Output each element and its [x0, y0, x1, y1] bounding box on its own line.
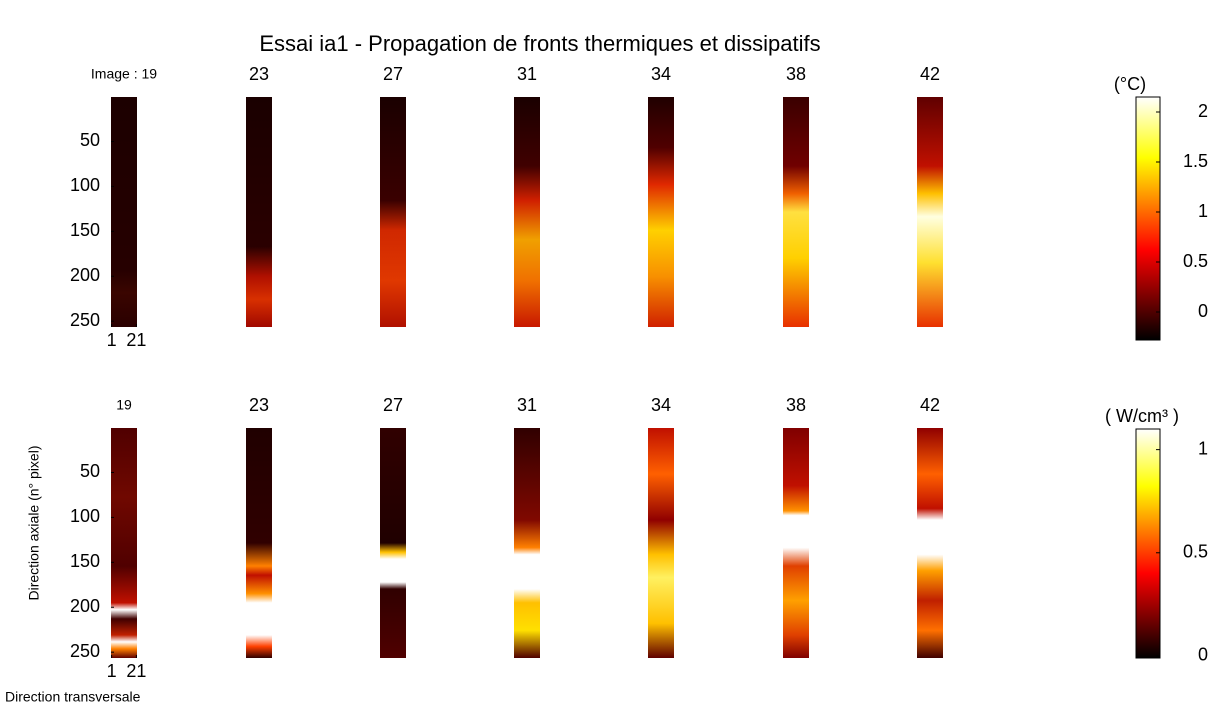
frame-label: 31: [517, 395, 537, 415]
y-tick-label: 200: [70, 596, 100, 616]
heatmap-strip: [514, 97, 540, 327]
x-tick-label: 21: [126, 661, 146, 681]
frame-label: 31: [517, 64, 537, 84]
y-tick-label: 100: [70, 506, 100, 526]
colorbar-tick-label: 1: [1198, 201, 1208, 221]
colorbar-tick-label: 1: [1198, 438, 1208, 458]
heatmap-strip: [246, 428, 272, 658]
heatmap-strip: [514, 428, 540, 658]
y-tick-label: 50: [80, 461, 100, 481]
colorbar-tick-label: 0: [1198, 301, 1208, 321]
y-tick-label: 200: [70, 265, 100, 285]
frame-label: 42: [920, 64, 940, 84]
frame-label: Image : 19: [91, 66, 157, 82]
colorbar: [1135, 96, 1161, 341]
frame-label: 38: [786, 64, 806, 84]
y-tick-label: 250: [70, 641, 100, 661]
frame-label: 34: [651, 64, 671, 84]
colorbar-label: (°C): [1114, 74, 1146, 94]
heatmap-strip: [648, 97, 674, 327]
frame-label: 27: [383, 64, 403, 84]
colorbar-tick-label: 2: [1198, 101, 1208, 121]
colorbar-tick-label: 0: [1198, 645, 1208, 665]
y-tick-label: 150: [70, 551, 100, 571]
colorbar: [1135, 428, 1161, 659]
colorbar-tick-label: 1.5: [1183, 151, 1208, 171]
frame-label: 38: [786, 395, 806, 415]
x-tick-label: 1: [107, 330, 117, 350]
y-axis-label: Direction axiale (n° pixel): [26, 446, 42, 601]
heatmap-strip: [380, 97, 406, 327]
figure-title: Essai ia1 - Propagation de fronts thermi…: [259, 31, 820, 56]
x-axis-label: Direction transversale: [5, 689, 141, 705]
heatmap-strip: [111, 97, 137, 327]
frame-label: 42: [920, 395, 940, 415]
frame-label: 27: [383, 395, 403, 415]
heatmap-strip: [246, 97, 272, 327]
y-tick-label: 50: [80, 130, 100, 150]
heatmap-strip: [783, 97, 809, 327]
heatmap-strip: [380, 428, 406, 658]
y-tick-label: 150: [70, 220, 100, 240]
frame-label: 34: [651, 395, 671, 415]
heatmap-strip: [917, 97, 943, 327]
x-tick-label: 21: [126, 330, 146, 350]
heatmap-strip: [783, 428, 809, 658]
frame-label: 23: [249, 64, 269, 84]
heatmap-strip: [111, 428, 137, 658]
frame-label: 23: [249, 395, 269, 415]
y-tick-label: 100: [70, 175, 100, 195]
frame-label: 19: [116, 397, 132, 413]
y-tick-label: 250: [70, 310, 100, 330]
colorbar-tick-label: 0.5: [1183, 542, 1208, 562]
heatmap-strip: [648, 428, 674, 658]
x-tick-label: 1: [107, 661, 117, 681]
colorbar-label: ( W/cm³ ): [1105, 406, 1179, 426]
colorbar-tick-label: 0.5: [1183, 251, 1208, 271]
heatmap-strip: [917, 428, 943, 658]
